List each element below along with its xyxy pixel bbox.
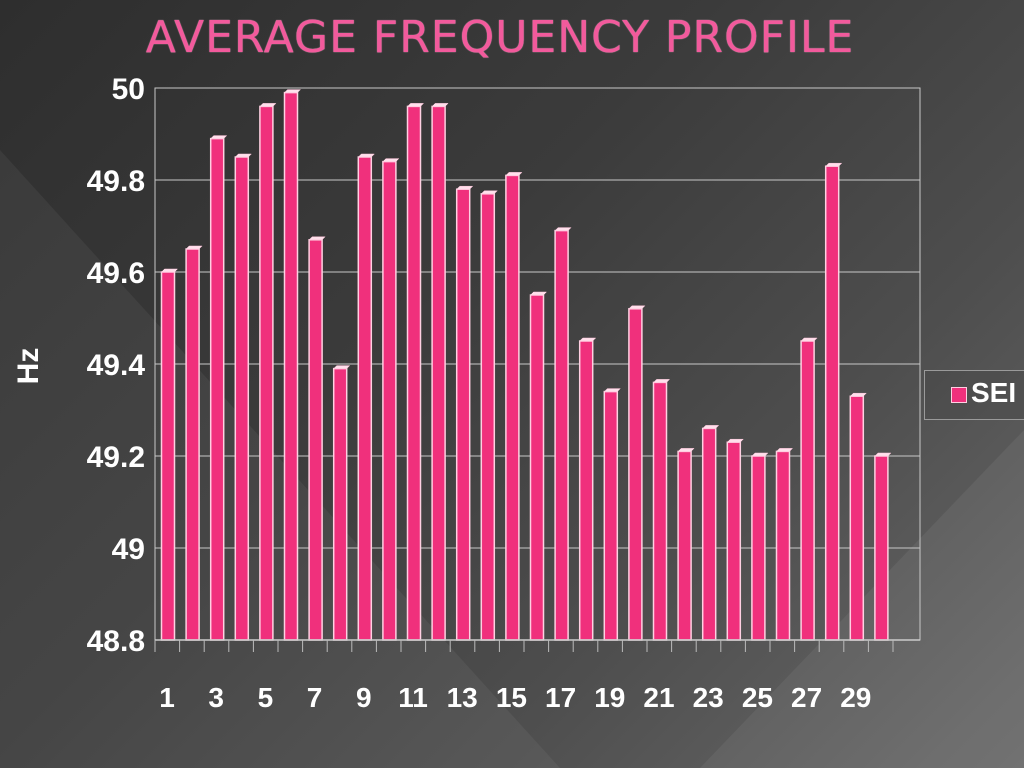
x-tick-label: 3 [208, 682, 224, 713]
x-tick-label: 29 [840, 682, 871, 713]
x-tick-label: 21 [643, 682, 674, 713]
bar-top [382, 158, 400, 162]
bar-top [849, 392, 867, 397]
bar [726, 441, 742, 641]
bar-top [210, 135, 228, 139]
bar-top [529, 291, 548, 296]
y-tick-label: 49.4 [87, 349, 146, 382]
bar [283, 91, 299, 641]
legend-label: SEI [971, 377, 1017, 408]
x-tick-label: 5 [258, 682, 274, 713]
bar [652, 381, 668, 641]
x-tick-label: 9 [356, 682, 372, 713]
bar-top [726, 438, 744, 443]
bar [701, 427, 717, 641]
x-tick-label: 17 [545, 682, 576, 713]
bar [529, 294, 545, 641]
bar [800, 340, 815, 641]
x-tick-label: 13 [447, 682, 478, 713]
bar [824, 165, 840, 641]
bar [603, 390, 619, 641]
bar [480, 193, 496, 641]
bar [209, 137, 225, 641]
bar [628, 308, 643, 641]
bar-top [677, 448, 695, 452]
bar-top [702, 425, 720, 429]
y-tick-label: 49.2 [87, 441, 145, 474]
bar-top [579, 337, 597, 342]
bar-top [554, 227, 572, 231]
bar [505, 174, 520, 641]
bar-top [333, 365, 351, 369]
bar-top [505, 172, 523, 176]
bar-top [874, 452, 892, 457]
bar-top [652, 379, 671, 383]
bar [185, 248, 200, 641]
bar [849, 395, 865, 641]
bar-top [456, 185, 474, 190]
bar-top [431, 103, 449, 107]
bar-top [480, 190, 498, 195]
bar [234, 156, 250, 641]
bar-top [357, 153, 375, 158]
legend-swatch [951, 387, 967, 403]
bar [578, 340, 594, 641]
x-tick-label: 1 [159, 682, 175, 713]
y-axis-label: Hz [12, 348, 45, 385]
chart-legend: SEI [924, 370, 1024, 420]
y-tick-label: 49.8 [87, 165, 145, 198]
bar [554, 229, 569, 641]
bar-top [800, 337, 818, 342]
bar [874, 455, 889, 641]
bar-top [160, 268, 179, 273]
y-tick-label: 49 [112, 533, 145, 566]
bar [357, 156, 373, 641]
bar [775, 450, 791, 641]
bar [431, 105, 446, 641]
bar [308, 239, 323, 641]
y-tick-label: 50 [112, 73, 145, 106]
x-tick-label: 15 [496, 682, 527, 713]
bar-top [185, 245, 203, 250]
bar-top [308, 236, 326, 241]
bar-top [628, 305, 646, 310]
x-tick-label: 11 [398, 682, 428, 713]
x-tick-label: 7 [307, 682, 323, 713]
bar [406, 105, 422, 641]
bar-top [406, 103, 425, 107]
bar [332, 367, 348, 641]
x-tick-label: 23 [693, 682, 724, 713]
bar-top [751, 452, 769, 457]
bar [751, 455, 766, 641]
bar-top [825, 162, 843, 167]
x-tick-label: 19 [594, 682, 625, 713]
x-tick-label: 25 [742, 682, 773, 713]
bar [677, 450, 692, 641]
bar-top [775, 448, 794, 452]
bar-top [234, 153, 252, 158]
bar-top [603, 388, 621, 392]
bar [382, 160, 397, 641]
bar [259, 105, 274, 641]
y-tick-label: 49.6 [87, 257, 145, 290]
bar [160, 271, 176, 641]
bar-top [259, 103, 277, 107]
bar-top [283, 89, 302, 93]
bar [455, 188, 471, 641]
x-tick-label: 27 [791, 682, 822, 713]
slide-title: AVERAGE FREQUENCY PROFILE [145, 12, 855, 63]
y-tick-label: 48.8 [87, 625, 145, 658]
